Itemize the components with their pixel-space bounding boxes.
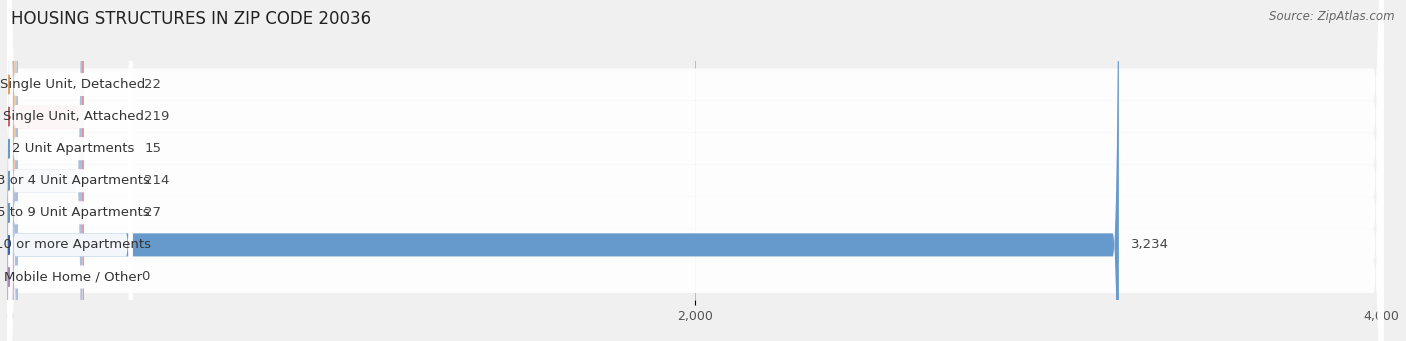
FancyBboxPatch shape [8, 0, 132, 341]
FancyBboxPatch shape [8, 0, 84, 341]
Text: 3,234: 3,234 [1130, 238, 1168, 251]
FancyBboxPatch shape [8, 0, 132, 341]
FancyBboxPatch shape [7, 0, 1384, 341]
FancyBboxPatch shape [7, 0, 1384, 341]
Text: Mobile Home / Other: Mobile Home / Other [4, 270, 142, 283]
Text: 214: 214 [145, 174, 170, 187]
FancyBboxPatch shape [8, 0, 132, 341]
FancyBboxPatch shape [8, 0, 132, 341]
Text: 219: 219 [145, 110, 170, 123]
FancyBboxPatch shape [8, 0, 132, 341]
FancyBboxPatch shape [3, 0, 15, 341]
FancyBboxPatch shape [7, 0, 1384, 341]
FancyBboxPatch shape [7, 0, 15, 341]
FancyBboxPatch shape [8, 0, 1119, 341]
Text: Source: ZipAtlas.com: Source: ZipAtlas.com [1270, 10, 1395, 23]
Text: Single Unit, Attached: Single Unit, Attached [3, 110, 143, 123]
Text: 5 to 9 Unit Apartments: 5 to 9 Unit Apartments [0, 206, 149, 219]
FancyBboxPatch shape [7, 0, 1384, 341]
FancyBboxPatch shape [8, 0, 17, 341]
Text: 3 or 4 Unit Apartments: 3 or 4 Unit Apartments [0, 174, 149, 187]
Text: 10 or more Apartments: 10 or more Apartments [0, 238, 150, 251]
Text: 2 Unit Apartments: 2 Unit Apartments [11, 142, 134, 155]
Text: Single Unit, Detached: Single Unit, Detached [0, 78, 146, 91]
Text: 0: 0 [141, 270, 149, 283]
FancyBboxPatch shape [7, 0, 1384, 341]
Text: 15: 15 [145, 142, 162, 155]
FancyBboxPatch shape [8, 0, 132, 341]
FancyBboxPatch shape [8, 0, 18, 341]
FancyBboxPatch shape [8, 0, 82, 341]
FancyBboxPatch shape [7, 0, 1384, 341]
FancyBboxPatch shape [7, 0, 1384, 341]
Text: 27: 27 [145, 206, 162, 219]
Text: 22: 22 [145, 78, 162, 91]
Text: HOUSING STRUCTURES IN ZIP CODE 20036: HOUSING STRUCTURES IN ZIP CODE 20036 [11, 10, 371, 28]
FancyBboxPatch shape [8, 0, 132, 341]
